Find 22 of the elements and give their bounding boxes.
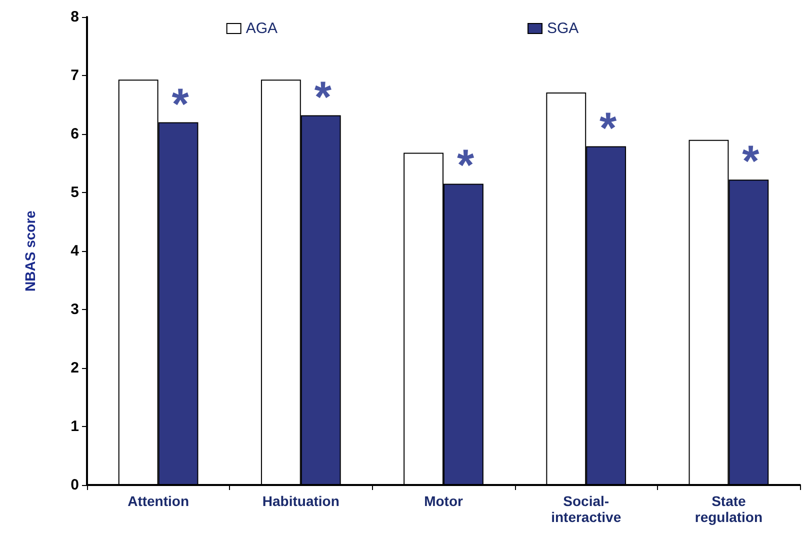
y-tick-label: 5 [70,184,79,201]
annotation: * [742,137,760,186]
annotation: * [314,72,332,122]
x-tick-label: Attention [128,493,190,509]
y-tick-label: 6 [70,126,79,142]
y-tick-label: 3 [70,301,79,318]
y-tick-label: 1 [70,418,79,435]
y-axis-title: NBAS score [22,210,38,292]
y-tick-label: 7 [70,67,79,84]
y-tick-label: 2 [70,360,79,376]
x-tick-label: State regulation [694,493,763,525]
annotation: * [600,104,618,153]
legend-label: SGA [547,20,579,37]
annotation: * [172,80,190,129]
x-tick-label: Social- interactive [551,493,622,525]
x-tick-label: Habituation [262,493,340,509]
x-tick-label: Motor [424,493,464,509]
y-tick-label: 4 [70,242,80,260]
y-tick-label: 8 [70,8,79,26]
legend-label: AGA [246,20,278,37]
annotation: * [456,141,475,190]
y-tick-label: 0 [70,476,79,494]
